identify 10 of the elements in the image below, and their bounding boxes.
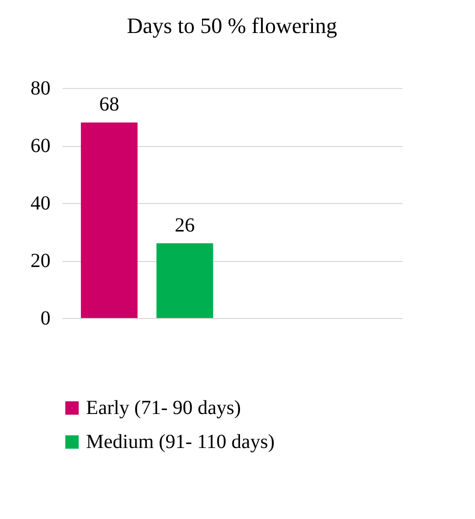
data-label: 68 <box>99 94 120 116</box>
y-tick-label: 60 <box>30 135 50 157</box>
y-tick-label: 20 <box>30 250 50 272</box>
legend-label: Medium (91- 110 days) <box>86 431 275 453</box>
y-tick-label: 80 <box>30 78 50 100</box>
legend-label: Early (71- 90 days) <box>86 397 241 419</box>
y-tick-label: 40 <box>30 192 50 214</box>
chart-title: Days to 50 % flowering <box>126 13 338 38</box>
data-label: 26 <box>174 214 195 236</box>
y-tick-label: 0 <box>40 308 50 330</box>
